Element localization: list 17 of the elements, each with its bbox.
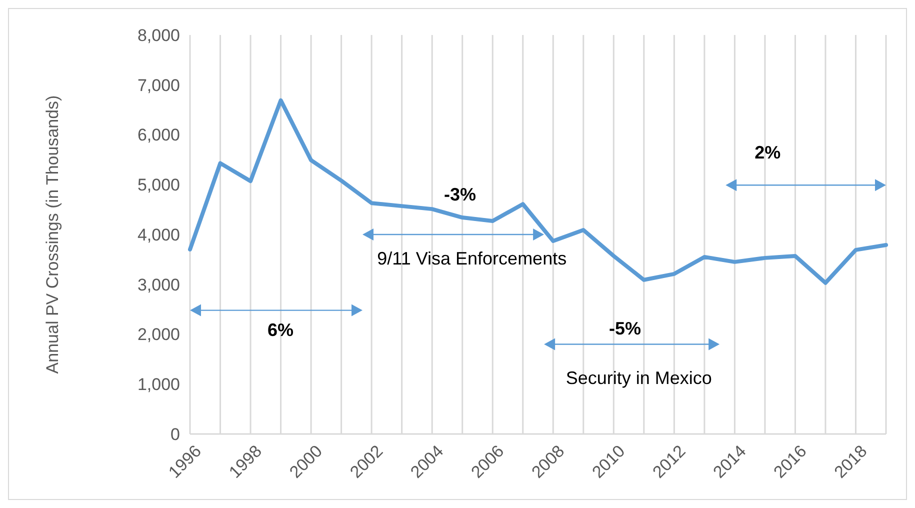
y-tick-label: 2,000 — [137, 325, 180, 344]
y-tick-label: 5,000 — [137, 176, 180, 195]
annotation: -3% — [444, 184, 476, 205]
y-tick-label: 0 — [170, 424, 180, 444]
annotation: 9/11 Visa Enforcements — [377, 248, 567, 268]
y-tick-label: 6,000 — [137, 126, 180, 145]
y-tick-label: 7,000 — [137, 76, 180, 95]
y-tick-label: 1,000 — [137, 375, 180, 394]
annotation: -5% — [608, 318, 642, 338]
annotation: 2% — [754, 142, 781, 163]
y-tick-label: 4,000 — [137, 225, 180, 244]
y-tick-label: 3,000 — [137, 275, 180, 294]
y-tick-label: 8,000 — [137, 26, 180, 45]
annotation: 6% — [267, 320, 294, 340]
y-axis-title: Annual PV Crossings (in Thousands) — [43, 95, 62, 374]
annotation: Security in Mexico — [566, 368, 712, 388]
line-series — [188, 98, 888, 285]
